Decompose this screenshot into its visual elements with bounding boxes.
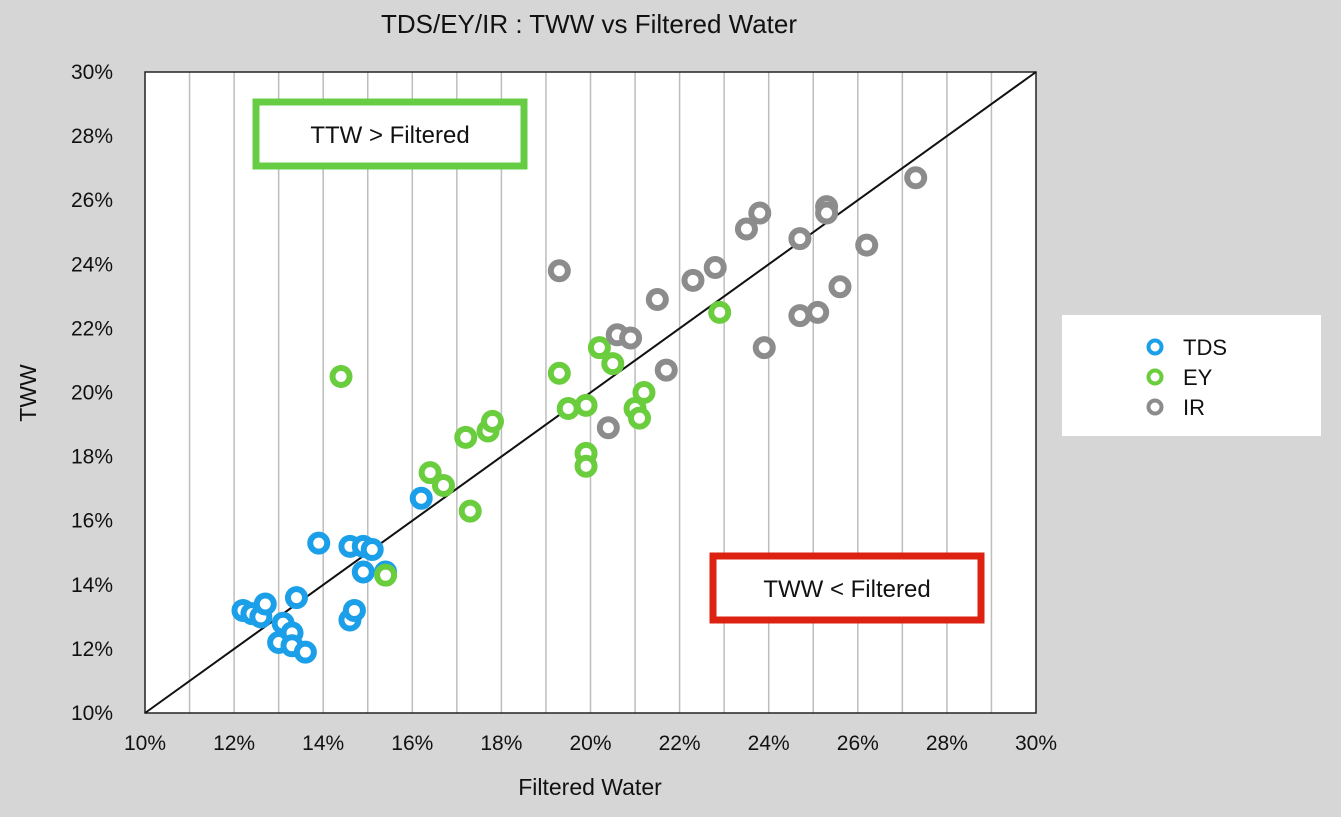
data-point-ir xyxy=(619,326,643,350)
data-point-tds xyxy=(342,598,366,622)
x-tick-label: 12% xyxy=(213,732,255,755)
data-point-ey xyxy=(458,499,482,523)
legend-label-ir: IR xyxy=(1183,395,1205,420)
x-tick-label: 26% xyxy=(837,732,879,755)
data-point-ey xyxy=(628,406,652,430)
y-tick-label: 18% xyxy=(71,446,113,469)
data-point-ey xyxy=(601,352,625,376)
data-point-ir xyxy=(681,268,705,292)
data-point-ey xyxy=(454,425,478,449)
annotation-below-text: TWW < Filtered xyxy=(763,576,930,603)
data-point-tds xyxy=(253,592,277,616)
y-tick-label: 22% xyxy=(71,317,113,340)
chart-title: TDS/EY/IR : TWW vs Filtered Water xyxy=(381,9,797,39)
data-point-ir xyxy=(654,358,678,382)
x-tick-label: 18% xyxy=(480,732,522,755)
y-tick-label: 28% xyxy=(71,125,113,148)
y-tick-label: 20% xyxy=(71,382,113,405)
legend-label-ey: EY xyxy=(1183,365,1213,390)
data-point-ir xyxy=(806,300,830,324)
data-point-ir xyxy=(596,416,620,440)
data-point-ir xyxy=(788,304,812,328)
x-tick-label: 28% xyxy=(926,732,968,755)
data-point-tds xyxy=(360,538,384,562)
plot-frame xyxy=(144,71,1037,714)
data-point-ey xyxy=(587,336,611,360)
data-point-ir xyxy=(748,201,772,225)
data-point-ey xyxy=(480,409,504,433)
legend: TDS EY IR xyxy=(1062,315,1321,436)
y-tick-label: 10% xyxy=(71,702,113,725)
data-point-ey xyxy=(547,361,571,385)
y-tick-label: 12% xyxy=(71,638,113,661)
data-point-ey xyxy=(329,364,353,388)
data-point-ir xyxy=(547,259,571,283)
data-point-tds xyxy=(284,586,308,610)
data-point-tds xyxy=(409,486,433,510)
annotation-above-text: TTW > Filtered xyxy=(310,122,469,149)
legend-marker-tds xyxy=(1146,338,1164,356)
data-point-tds xyxy=(307,531,331,555)
data-point-ir xyxy=(703,256,727,280)
x-tick-label: 20% xyxy=(569,732,611,755)
x-tick-label: 14% xyxy=(302,732,344,755)
y-tick-label: 26% xyxy=(71,189,113,212)
x-tick-label: 16% xyxy=(391,732,433,755)
x-tick-label: 30% xyxy=(1015,732,1057,755)
data-point-ey xyxy=(574,454,598,478)
data-point-ir xyxy=(734,217,758,241)
y-axis-label: TWW xyxy=(15,364,41,422)
legend-label-tds: TDS xyxy=(1183,335,1227,360)
data-point-ey xyxy=(418,461,442,485)
annotation-below: TWW < Filtered xyxy=(709,552,985,624)
y-tick-label: 30% xyxy=(71,61,113,84)
legend-marker-ey xyxy=(1146,368,1164,386)
data-point-ey xyxy=(632,381,656,404)
x-axis-ticks: 10% 12% 14% 16% 18% 20% 22% 24% 26% 28% 30% xyxy=(124,732,1057,755)
data-point-ey xyxy=(431,473,455,497)
data-point-ir xyxy=(815,201,839,225)
data-point-tds xyxy=(351,560,375,584)
x-tick-label: 22% xyxy=(659,732,701,755)
y-tick-label: 14% xyxy=(71,574,113,597)
legend-marker-ir xyxy=(1146,398,1164,416)
data-point-ir xyxy=(855,233,879,257)
y-axis-ticks: 10% 12% 14% 16% 18% 20% 22% 24% 26% 28% 30% xyxy=(71,61,113,725)
data-point-ey xyxy=(556,397,580,421)
data-point-ir xyxy=(752,336,776,360)
y-tick-label: 16% xyxy=(71,510,113,533)
data-point-ir xyxy=(788,227,812,251)
data-point-ey xyxy=(374,563,398,587)
data-point-ir xyxy=(645,288,669,312)
data-points xyxy=(231,166,928,664)
data-point-ey xyxy=(708,300,732,324)
x-axis-label: Filtered Water xyxy=(518,774,662,800)
data-point-tds xyxy=(293,640,317,664)
annotation-above: TTW > Filtered xyxy=(252,98,528,170)
data-point-ir xyxy=(828,275,852,299)
x-tick-label: 10% xyxy=(124,732,166,755)
data-point-ir xyxy=(904,166,928,190)
x-tick-label: 24% xyxy=(748,732,790,755)
y-tick-label: 24% xyxy=(71,253,113,276)
data-point-ey xyxy=(574,393,598,417)
